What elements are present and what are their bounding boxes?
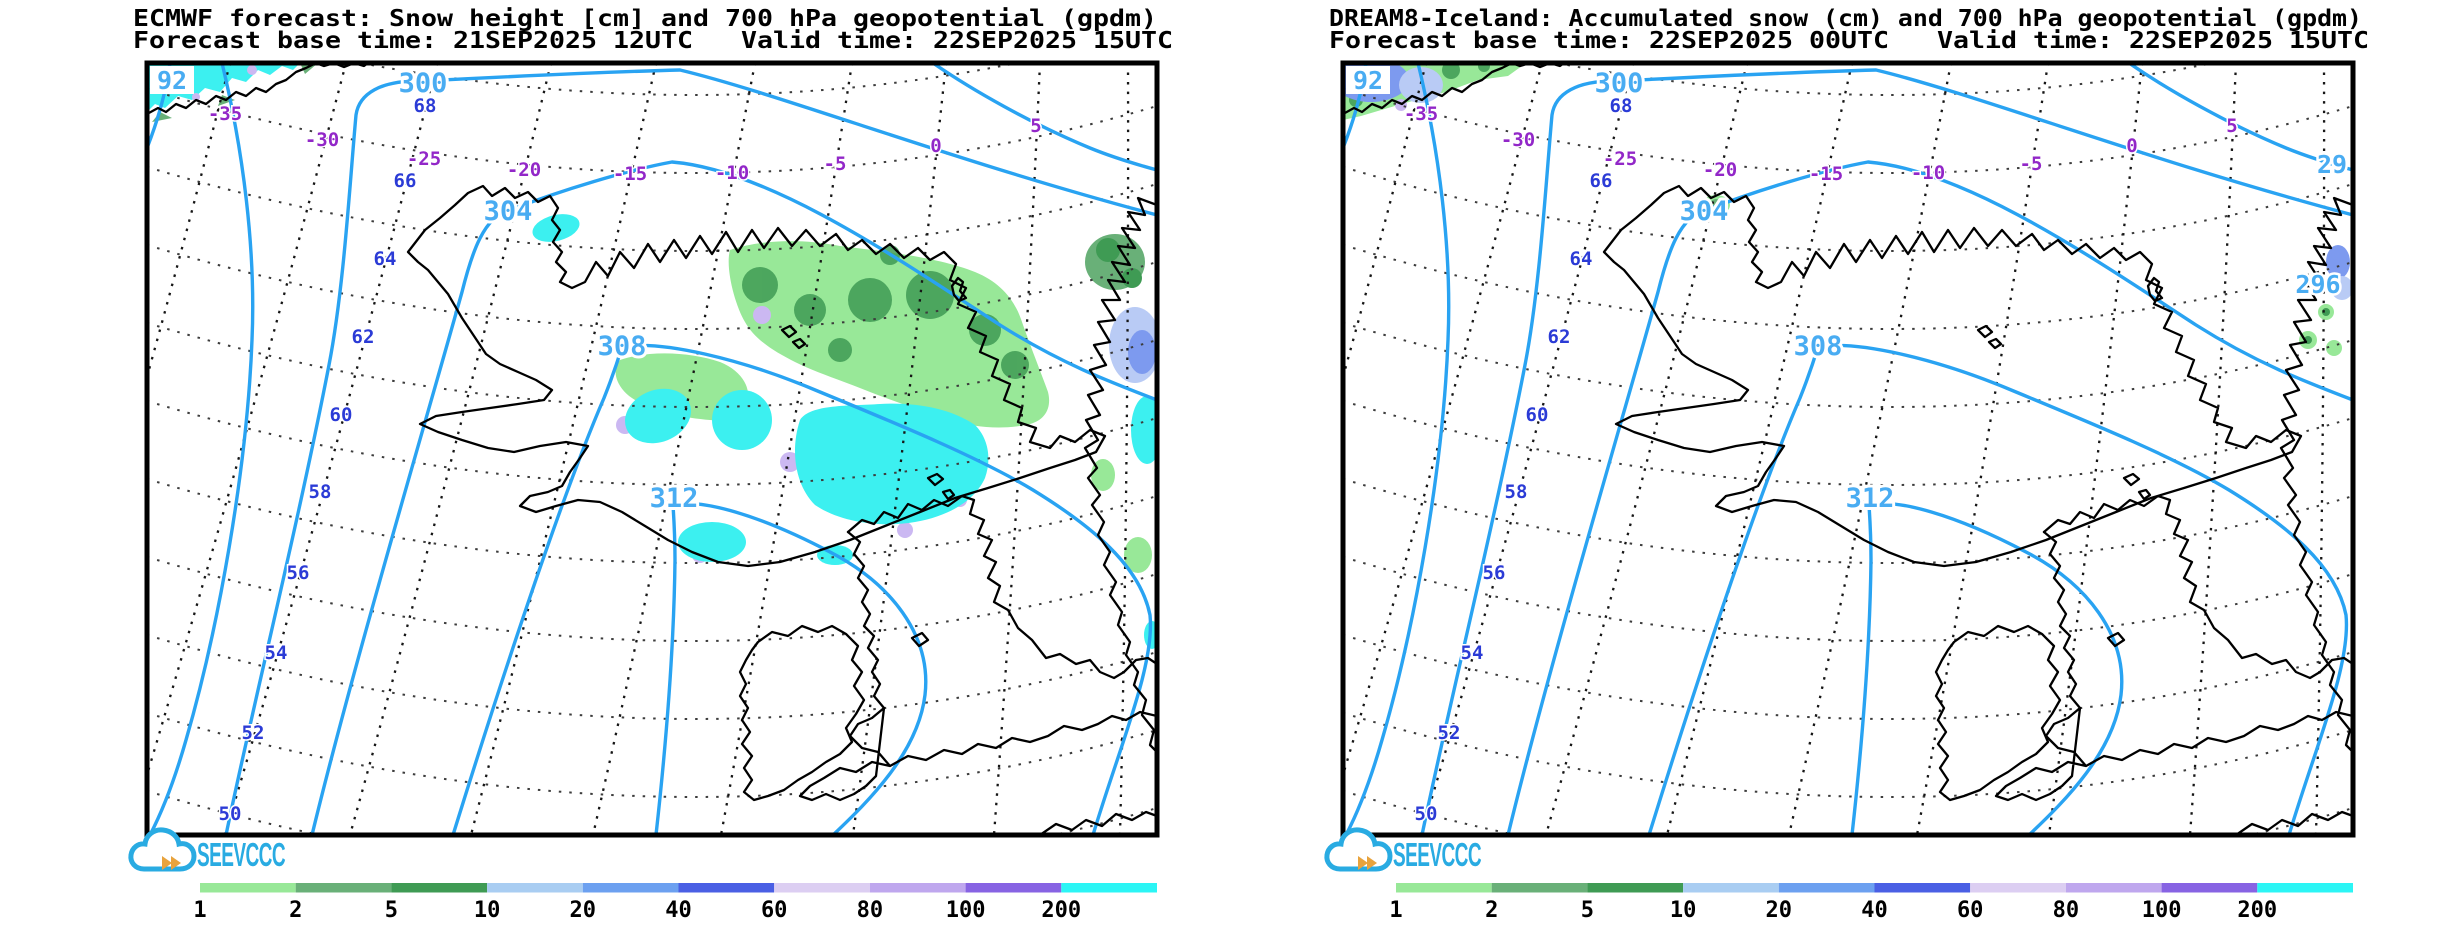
- contour-label-308: 308: [1794, 331, 1843, 362]
- svg-text:5: 5: [2226, 115, 2237, 137]
- svg-text:58: 58: [309, 481, 332, 503]
- contour-label-304: 304: [1680, 196, 1729, 227]
- contour-label-300: 300: [1595, 68, 1644, 99]
- svg-text:2: 2: [289, 898, 302, 923]
- svg-text:50: 50: [219, 803, 242, 825]
- latitude-labels: 68 66 64 62 60 58 56 54 52 50: [217, 94, 438, 827]
- corner-label-box: [1346, 66, 1390, 94]
- svg-text:1: 1: [193, 898, 206, 923]
- svg-text:40: 40: [1861, 898, 1888, 923]
- contour-label-312: 312: [650, 483, 699, 514]
- svg-text:100: 100: [2142, 898, 2182, 923]
- svg-text:5: 5: [385, 898, 398, 923]
- panel-dream8: DREAM8-Iceland: Accumulated snow (cm) an…: [1207, 6, 2369, 923]
- corner-label-box: [150, 66, 194, 94]
- svg-text:80: 80: [2053, 898, 2080, 923]
- svg-text:-25: -25: [1603, 148, 1637, 170]
- svg-text:80: 80: [857, 898, 884, 923]
- svg-text:68: 68: [414, 95, 437, 117]
- snow-field-dream8: [1343, 63, 2353, 356]
- svg-text:100: 100: [946, 898, 986, 923]
- contour-label-296: 296: [2295, 270, 2340, 299]
- svg-text:20: 20: [570, 898, 597, 923]
- svg-text:0: 0: [930, 135, 941, 157]
- svg-text:200: 200: [1041, 898, 1081, 923]
- logo-text: SEEVCCC: [197, 836, 285, 873]
- svg-text:-10: -10: [1911, 162, 1945, 184]
- panel-title: DREAM8-Iceland: Accumulated snow (cm) an…: [1329, 6, 2362, 32]
- svg-text:20: 20: [1766, 898, 1793, 923]
- svg-text:10: 10: [1670, 898, 1697, 923]
- svg-text:1: 1: [1389, 898, 1402, 923]
- legend-values: 1 2 5 10 20 40 60 80 100 200: [193, 898, 1081, 923]
- contour-label-308: 308: [598, 331, 647, 362]
- svg-text:56: 56: [1483, 562, 1506, 584]
- svg-text:-30: -30: [1501, 129, 1535, 151]
- svg-text:-15: -15: [1809, 163, 1843, 185]
- labels-ecmwf: 92 300 304 308 312 68 66 64 62 60 58 56 …: [150, 64, 1043, 827]
- svg-text:-5: -5: [824, 153, 847, 175]
- glacier-snow: [532, 214, 989, 565]
- svg-text:-20: -20: [507, 159, 541, 181]
- svg-text:-20: -20: [1703, 159, 1737, 181]
- svg-text:-5: -5: [2020, 153, 2043, 175]
- svg-text:66: 66: [394, 170, 417, 192]
- contour-label-312: 312: [1846, 483, 1895, 514]
- svg-text:58: 58: [1505, 481, 1528, 503]
- lavender-fringe: [616, 306, 967, 563]
- logo-text: SEEVCCC: [1393, 836, 1481, 873]
- svg-text:200: 200: [2237, 898, 2277, 923]
- svg-text:2: 2: [1485, 898, 1498, 923]
- svg-text:10: 10: [474, 898, 501, 923]
- panel-subtitle: Forecast base time: 21SEP2025 12UTC Vali…: [133, 28, 1173, 54]
- panel-title: ECMWF forecast: Snow height [cm] and 700…: [133, 6, 1157, 32]
- svg-text:60: 60: [330, 404, 353, 426]
- svg-text:50: 50: [1415, 803, 1438, 825]
- svg-text:52: 52: [242, 722, 265, 744]
- svg-text:56: 56: [287, 562, 310, 584]
- contour-label-300: 300: [399, 68, 448, 99]
- labels-dream8: 92 300 304 308 312 29 296 68 66 64 62 60…: [1346, 64, 2350, 827]
- legend-values: 1 2 5 10 20 40 60 80 100 200: [1389, 898, 2277, 923]
- svg-text:-10: -10: [715, 162, 749, 184]
- svg-text:54: 54: [265, 642, 288, 664]
- panel-ecmwf: ECMWF forecast: Snow height [cm] and 700…: [11, 6, 1173, 923]
- svg-text:-30: -30: [305, 129, 339, 151]
- snow-field-ecmwf: [147, 63, 1157, 649]
- svg-text:66: 66: [1590, 170, 1613, 192]
- latitude-labels: 68 66 64 62 60 58 56 54 52 50: [1413, 94, 1634, 827]
- svg-text:62: 62: [1548, 326, 1571, 348]
- svg-text:60: 60: [1526, 404, 1549, 426]
- contour-label-304: 304: [484, 196, 533, 227]
- svg-text:62: 62: [352, 326, 375, 348]
- svg-text:64: 64: [1570, 248, 1593, 270]
- contour-label-292: 92: [1353, 66, 1383, 95]
- svg-text:5: 5: [1030, 115, 1041, 137]
- longitude-labels: -35 -30 -25 -20 -15 -10 -5 0 5: [1402, 102, 2239, 187]
- svg-text:-25: -25: [407, 148, 441, 170]
- svg-text:-35: -35: [1404, 103, 1438, 125]
- svg-text:68: 68: [1610, 95, 1633, 117]
- svg-text:54: 54: [1461, 642, 1484, 664]
- longitude-labels: -35 -30 -25 -20 -15 -10 -5 0 5: [206, 102, 1043, 187]
- contour-label-296-edge: 29: [2317, 150, 2347, 179]
- svg-text:40: 40: [665, 898, 692, 923]
- panel-subtitle: Forecast base time: 22SEP2025 00UTC Vali…: [1329, 28, 2369, 54]
- svg-text:64: 64: [374, 248, 397, 270]
- svg-text:-15: -15: [613, 163, 647, 185]
- contour-label-292: 92: [157, 66, 187, 95]
- svg-text:0: 0: [2126, 135, 2137, 157]
- svg-text:-35: -35: [208, 103, 242, 125]
- svg-text:52: 52: [1438, 722, 1461, 744]
- svg-text:60: 60: [1957, 898, 1984, 923]
- svg-text:5: 5: [1581, 898, 1594, 923]
- svg-text:60: 60: [761, 898, 788, 923]
